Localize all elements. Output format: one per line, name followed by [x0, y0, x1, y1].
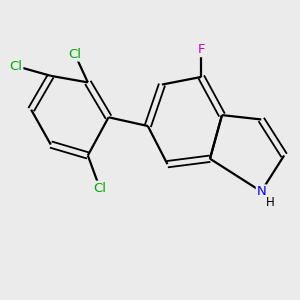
Text: Cl: Cl [93, 182, 106, 195]
Text: Cl: Cl [9, 59, 22, 73]
Text: N: N [256, 185, 266, 198]
Text: H: H [266, 196, 274, 209]
Text: Cl: Cl [68, 47, 81, 61]
Text: F: F [197, 43, 205, 56]
